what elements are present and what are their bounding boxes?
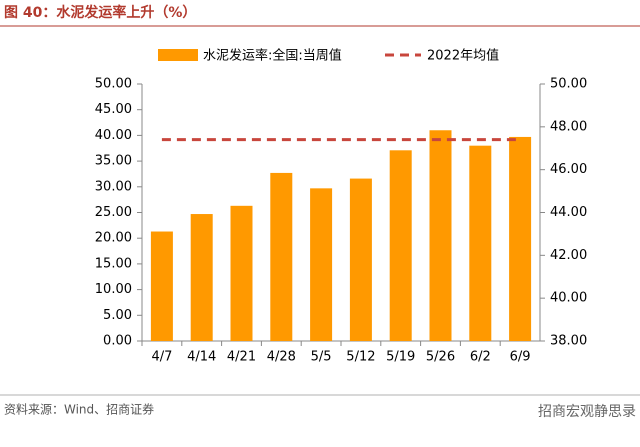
bar bbox=[270, 172, 293, 341]
legend-label: 2022年均值 bbox=[427, 48, 499, 64]
legend-swatch bbox=[158, 49, 198, 61]
bar bbox=[429, 130, 452, 341]
x-tick-label: 4/21 bbox=[227, 350, 256, 365]
bar bbox=[310, 188, 333, 341]
x-tick-label: 6/9 bbox=[510, 350, 531, 365]
y-tick-label: 5.00 bbox=[103, 308, 132, 323]
bar bbox=[389, 150, 412, 341]
y-tick-label: 50.00 bbox=[95, 77, 132, 92]
y2-tick-label: 40.00 bbox=[550, 291, 587, 306]
x-tick-label: 5/19 bbox=[386, 350, 415, 365]
x-tick-label: 4/7 bbox=[151, 350, 172, 365]
x-tick-label: 5/12 bbox=[346, 350, 375, 365]
y2-tick-label: 48.00 bbox=[550, 119, 587, 134]
y-tick-label: 20.00 bbox=[95, 231, 132, 246]
y-tick-label: 10.00 bbox=[95, 282, 132, 297]
chart-title: 图 40：水泥发运率上升（%） bbox=[4, 4, 196, 21]
y2-tick-label: 46.00 bbox=[550, 162, 587, 177]
source: 资料来源：Wind、招商证券 bbox=[4, 402, 154, 417]
bar bbox=[349, 178, 372, 341]
x-tick-label: 4/14 bbox=[187, 350, 216, 365]
y-tick-label: 0.00 bbox=[103, 334, 132, 349]
y-tick-label: 30.00 bbox=[95, 179, 132, 194]
bar bbox=[230, 205, 253, 341]
y2-tick-label: 42.00 bbox=[550, 248, 587, 263]
x-tick-label: 5/5 bbox=[311, 350, 332, 365]
legend-label: 水泥发运率:全国:当周值 bbox=[203, 48, 342, 64]
x-tick-label: 5/26 bbox=[426, 350, 455, 365]
y2-tick-label: 44.00 bbox=[550, 205, 587, 220]
y-tick-label: 25.00 bbox=[95, 205, 132, 220]
y-tick-label: 40.00 bbox=[95, 128, 132, 143]
y-tick-label: 35.00 bbox=[95, 154, 132, 169]
y2-tick-label: 38.00 bbox=[550, 334, 587, 349]
x-tick-label: 4/28 bbox=[267, 350, 296, 365]
watermark: 招商宏观静思录 bbox=[538, 404, 636, 420]
y2-tick-label: 50.00 bbox=[550, 77, 587, 92]
y-tick-label: 45.00 bbox=[95, 102, 132, 117]
bar bbox=[150, 231, 173, 341]
x-tick-label: 6/2 bbox=[470, 350, 491, 365]
bar bbox=[469, 145, 492, 341]
y-tick-label: 15.00 bbox=[95, 256, 132, 271]
bar bbox=[190, 214, 213, 341]
bar bbox=[509, 136, 532, 341]
